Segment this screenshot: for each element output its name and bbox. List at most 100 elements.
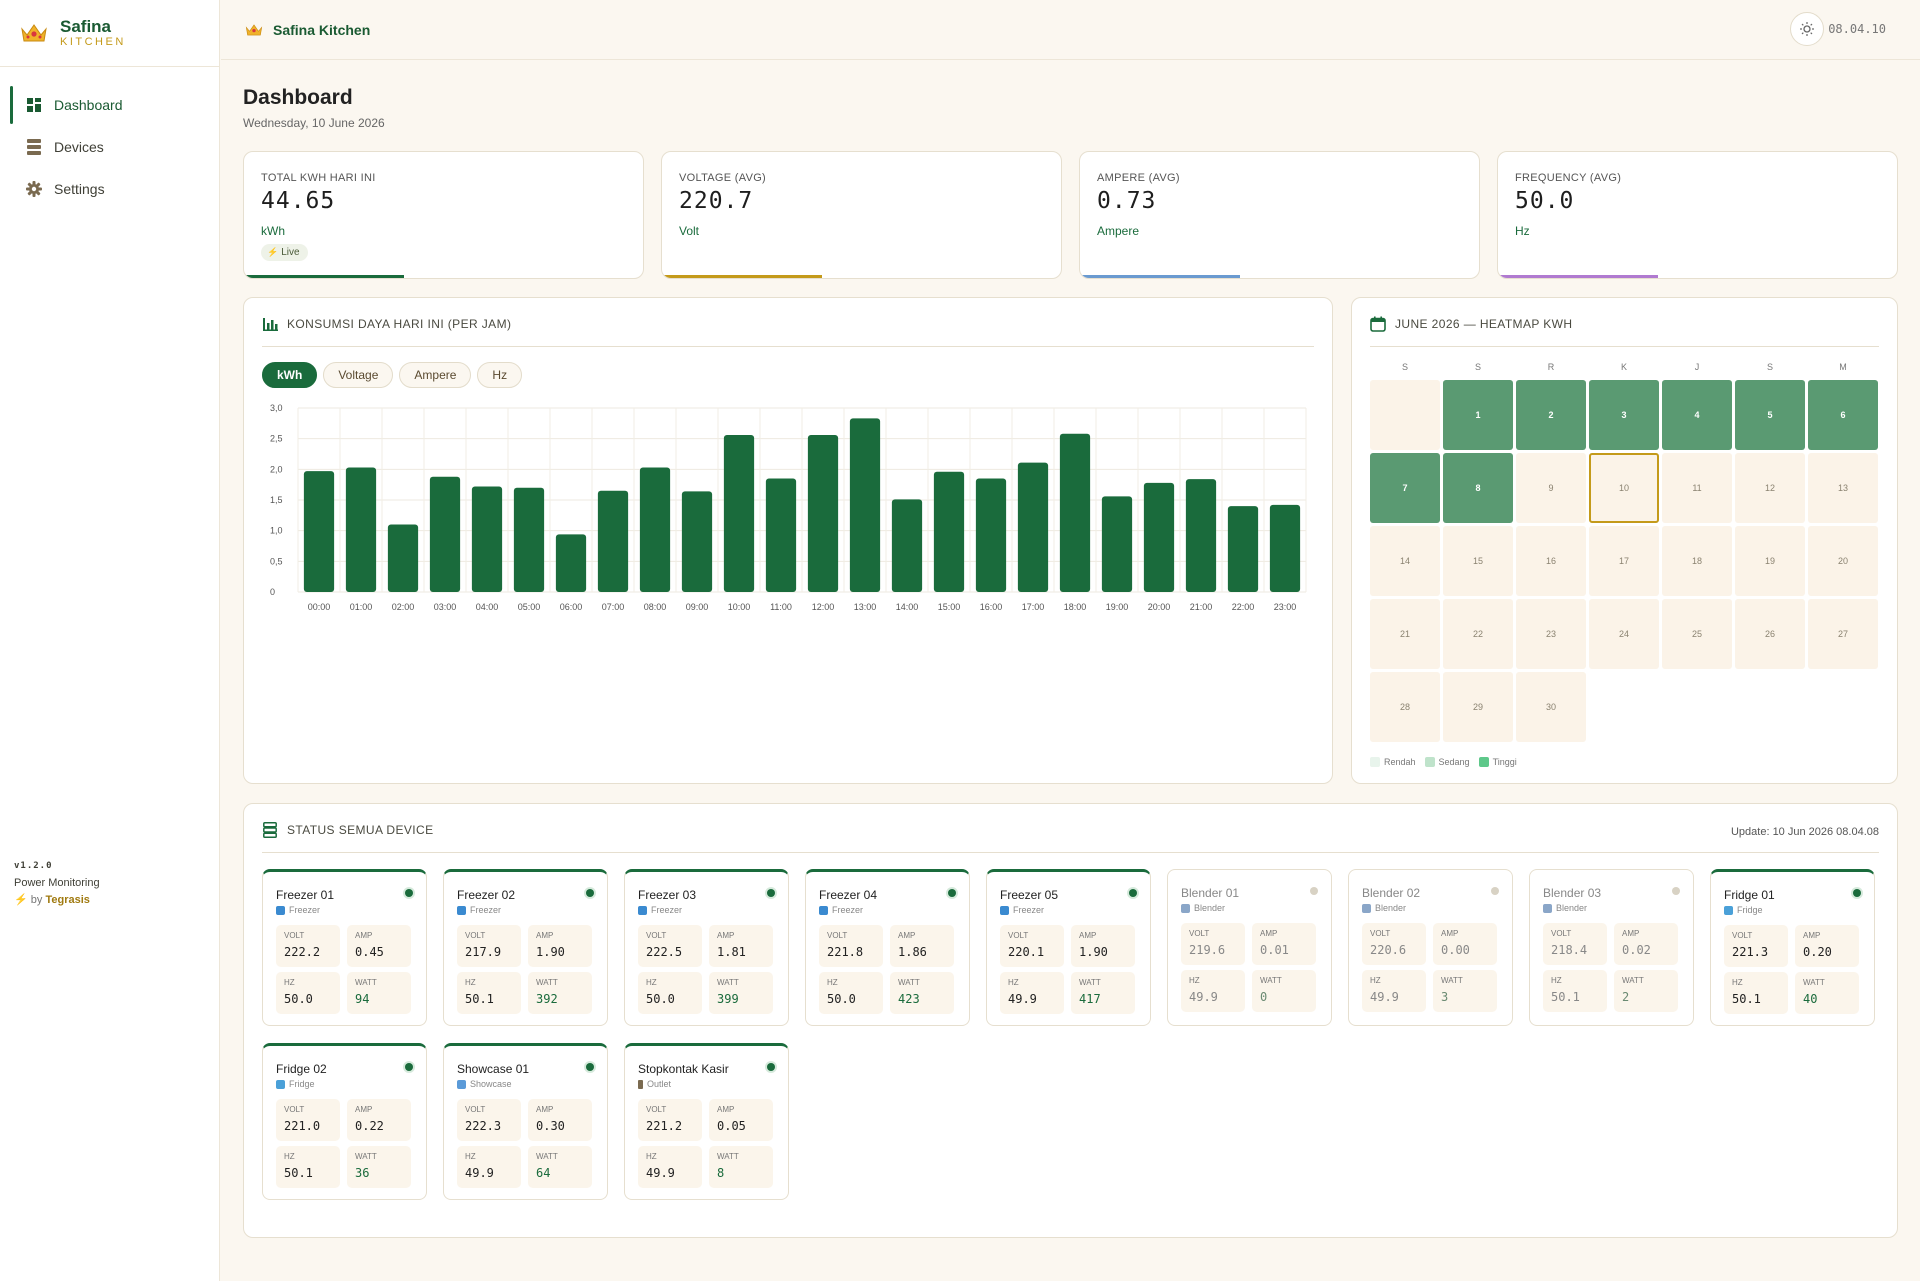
bar[interactable] bbox=[1227, 506, 1259, 592]
bar[interactable] bbox=[1017, 462, 1049, 592]
calendar-day[interactable]: 4 bbox=[1662, 380, 1732, 450]
y-tick-label: 2,5 bbox=[270, 434, 283, 444]
calendar-day[interactable]: 8 bbox=[1443, 453, 1513, 523]
bar[interactable] bbox=[513, 487, 545, 592]
bar[interactable] bbox=[429, 476, 461, 592]
calendar-day[interactable]: 16 bbox=[1516, 526, 1586, 596]
device-card[interactable]: Freezer 03 Freezer VOLT 222.5 AMP 1.81 HZ 50.0 W… bbox=[624, 869, 789, 1026]
calendar-day[interactable]: 1 bbox=[1443, 380, 1513, 450]
theme-toggle-button[interactable] bbox=[1790, 12, 1824, 46]
bar[interactable] bbox=[303, 471, 335, 592]
tab-voltage[interactable]: Voltage bbox=[323, 362, 394, 388]
device-card[interactable]: Freezer 01 Freezer VOLT 222.2 AMP 0.45 HZ 50.0 W… bbox=[262, 869, 427, 1026]
calendar-day[interactable]: 10 bbox=[1589, 453, 1659, 523]
device-type-label: Blender bbox=[1194, 903, 1226, 913]
bar[interactable] bbox=[387, 524, 419, 592]
device-type-label: Freezer bbox=[651, 905, 683, 915]
calendar-day[interactable]: 27 bbox=[1808, 599, 1878, 669]
calendar-day[interactable]: 20 bbox=[1808, 526, 1878, 596]
calendar-day[interactable]: 13 bbox=[1808, 453, 1878, 523]
calendar-day[interactable]: 17 bbox=[1589, 526, 1659, 596]
device-card[interactable]: Freezer 02 Freezer VOLT 217.9 AMP 1.90 HZ 50.1 W… bbox=[443, 869, 608, 1026]
calendar-day[interactable]: 23 bbox=[1516, 599, 1586, 669]
device-name: Fridge 02 bbox=[276, 1062, 327, 1076]
calendar-day[interactable]: 18 bbox=[1662, 526, 1732, 596]
brand[interactable]: Safina KITCHEN bbox=[0, 0, 219, 67]
metric-label: AMP bbox=[536, 931, 554, 940]
metric-label: VOLT bbox=[284, 1105, 305, 1114]
calendar-day[interactable]: 14 bbox=[1370, 526, 1440, 596]
bar[interactable] bbox=[471, 486, 503, 592]
live-badge-label: Live bbox=[281, 247, 300, 258]
calendar-day[interactable]: 24 bbox=[1589, 599, 1659, 669]
calendar-day[interactable]: 28 bbox=[1370, 672, 1440, 742]
calendar-day[interactable]: 25 bbox=[1662, 599, 1732, 669]
sidebar-item-dashboard[interactable]: Dashboard bbox=[10, 86, 209, 124]
calendar-day[interactable]: 22 bbox=[1443, 599, 1513, 669]
bar[interactable] bbox=[1269, 504, 1301, 592]
y-tick-label: 2,0 bbox=[270, 464, 283, 474]
bar[interactable] bbox=[891, 499, 923, 592]
x-tick-label: 14:00 bbox=[896, 602, 919, 612]
metric-value: 221.0 bbox=[284, 1119, 321, 1133]
calendar-day[interactable]: 29 bbox=[1443, 672, 1513, 742]
sidebar-item-devices[interactable]: Devices bbox=[10, 128, 209, 166]
metric-value: 50.1 bbox=[465, 992, 494, 1006]
calendar-day[interactable]: 7 bbox=[1370, 453, 1440, 523]
calendar-day[interactable]: 6 bbox=[1808, 380, 1878, 450]
bar[interactable] bbox=[807, 434, 839, 592]
calendar-day[interactable]: 3 bbox=[1589, 380, 1659, 450]
bar[interactable] bbox=[597, 490, 629, 592]
calendar-day[interactable]: 15 bbox=[1443, 526, 1513, 596]
bar[interactable] bbox=[849, 418, 881, 592]
metric-watt: WATT 8 bbox=[709, 1146, 773, 1188]
bar[interactable] bbox=[1059, 433, 1091, 592]
metric-watt: WATT 423 bbox=[890, 972, 954, 1014]
by-prefix: by bbox=[30, 894, 43, 906]
device-card[interactable]: Stopkontak Kasir Outlet VOLT 221.2 AMP 0.05 HZ… bbox=[624, 1043, 789, 1200]
device-card[interactable]: Blender 03 Blender VOLT 218.4 AMP 0.02 HZ 50.1 W… bbox=[1529, 869, 1694, 1026]
tab-kwh[interactable]: kWh bbox=[262, 362, 318, 388]
bar[interactable] bbox=[639, 467, 671, 592]
bar[interactable] bbox=[1101, 496, 1133, 592]
bar[interactable] bbox=[933, 471, 965, 592]
calendar-day[interactable]: 12 bbox=[1735, 453, 1805, 523]
metric-watt: WATT 94 bbox=[347, 972, 411, 1014]
metric-label: WATT bbox=[1079, 978, 1101, 987]
metric-label: AMP bbox=[355, 1105, 373, 1114]
bar[interactable] bbox=[1143, 482, 1175, 592]
calendar-day[interactable]: 11 bbox=[1662, 453, 1732, 523]
bar[interactable] bbox=[975, 478, 1007, 592]
device-card[interactable]: Fridge 02 Fridge VOLT 221.0 AMP 0.22 HZ 50.1 WAT… bbox=[262, 1043, 427, 1200]
device-type: Freezer bbox=[1000, 905, 1044, 915]
calendar-day[interactable]: 2 bbox=[1516, 380, 1586, 450]
calendar-day[interactable]: 5 bbox=[1735, 380, 1805, 450]
stat-unit: kWh bbox=[261, 224, 285, 238]
device-card[interactable]: Freezer 05 Freezer VOLT 220.1 AMP 1.90 HZ 49.9 W… bbox=[986, 869, 1151, 1026]
device-type-label: Fridge bbox=[1737, 905, 1763, 915]
device-card[interactable]: Showcase 01 Showcase VOLT 222.3 AMP 0.30 HZ 49.… bbox=[443, 1043, 608, 1200]
calendar-day[interactable]: 26 bbox=[1735, 599, 1805, 669]
bar[interactable] bbox=[1185, 479, 1217, 592]
tab-ampere[interactable]: Ampere bbox=[399, 362, 472, 388]
metric-hz: HZ 49.9 bbox=[1362, 970, 1426, 1012]
legend-swatch bbox=[1370, 757, 1380, 767]
bar[interactable] bbox=[681, 491, 713, 592]
device-card[interactable]: Blender 01 Blender VOLT 219.6 AMP 0.01 HZ 49.9 W… bbox=[1167, 869, 1332, 1026]
bar[interactable] bbox=[345, 467, 377, 592]
bar[interactable] bbox=[723, 434, 755, 592]
sidebar-item-settings[interactable]: Settings bbox=[10, 170, 209, 208]
calendar-day[interactable]: 9 bbox=[1516, 453, 1586, 523]
device-card[interactable]: Fridge 01 Fridge VOLT 221.3 AMP 0.20 HZ 50.1 WAT… bbox=[1710, 869, 1875, 1026]
tab-hz[interactable]: Hz bbox=[477, 362, 523, 388]
metric-amp: AMP 1.90 bbox=[528, 925, 592, 967]
device-card[interactable]: Blender 02 Blender VOLT 220.6 AMP 0.00 HZ 49.9 W… bbox=[1348, 869, 1513, 1026]
device-card[interactable]: Freezer 04 Freezer VOLT 221.8 AMP 1.86 HZ 50.0 W… bbox=[805, 869, 970, 1026]
bar[interactable] bbox=[555, 534, 587, 592]
calendar-day[interactable]: 21 bbox=[1370, 599, 1440, 669]
calendar-day[interactable]: 30 bbox=[1516, 672, 1586, 742]
calendar-day[interactable]: 19 bbox=[1735, 526, 1805, 596]
legend-item: Tinggi bbox=[1478, 757, 1517, 767]
y-tick-label: 1,0 bbox=[270, 526, 283, 536]
bar[interactable] bbox=[765, 478, 797, 592]
